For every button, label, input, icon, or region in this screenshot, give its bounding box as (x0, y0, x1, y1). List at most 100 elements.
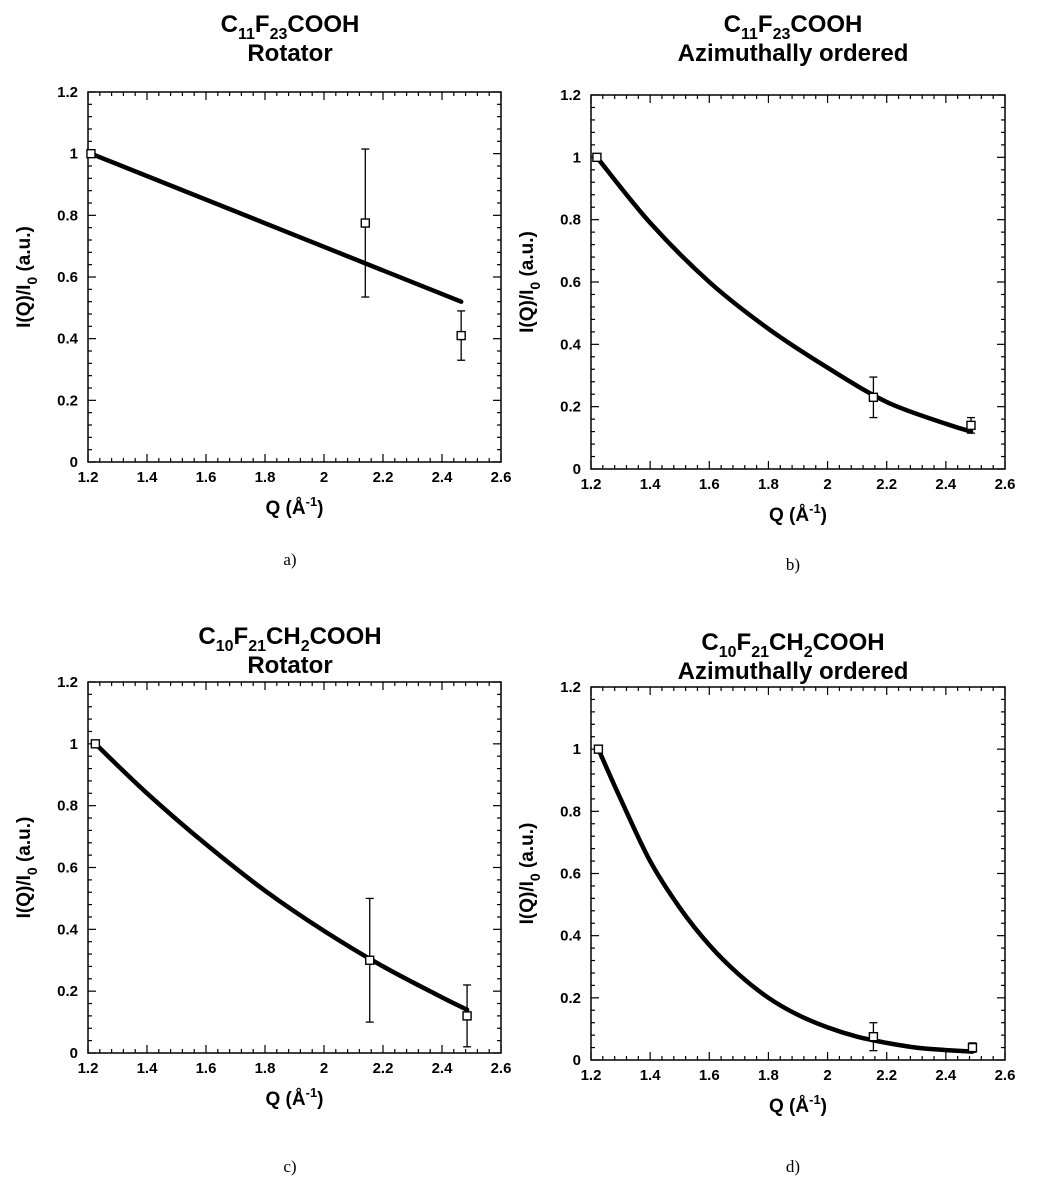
title-group: CH (769, 629, 804, 656)
y-tick-label: 1.2 (57, 84, 78, 101)
y-axis-subscript: 0 (527, 282, 543, 290)
y-tick-label: 0.6 (57, 269, 78, 286)
y-axis-unit: (a.u.) (14, 817, 35, 868)
panel-caption: a) (283, 550, 296, 569)
x-axis-paren: ) (317, 498, 323, 519)
y-axis-label: I(Q)/I0 (a.u.) (14, 226, 40, 328)
title-tail: COOH (310, 623, 382, 650)
x-axis-paren: ) (821, 1096, 827, 1117)
title-subscript: 10 (719, 644, 737, 661)
chart-subtitle: Azimuthally ordered (678, 40, 909, 67)
plot-frame (590, 94, 1006, 470)
y-tick-label: 0.6 (560, 274, 581, 291)
title-subscript: 21 (751, 644, 769, 661)
x-tick-label: 2.4 (432, 469, 454, 486)
x-tick-label: 1.4 (640, 1067, 662, 1084)
x-axis-unit-exponent: -1 (809, 501, 821, 516)
y-axis-label: I(Q)/I0 (a.u.) (517, 823, 543, 925)
y-tick-label: 0.8 (560, 212, 581, 229)
x-tick-label: 2 (320, 469, 328, 486)
title-carbon: C (221, 11, 238, 38)
y-axis-quantity: I(Q)/I (517, 881, 538, 924)
y-tick-label: 0 (70, 1045, 78, 1062)
y-axis-unit: (a.u.) (517, 823, 538, 874)
title-tail: COOH (287, 11, 359, 38)
x-axis-unit: Å (292, 498, 306, 519)
x-tick-label: 1.6 (699, 476, 720, 493)
x-tick-label: 1.2 (581, 476, 602, 493)
x-axis-unit-exponent: -1 (306, 494, 318, 509)
y-axis-quantity: I(Q)/I (517, 290, 538, 333)
x-tick-label: 1.8 (758, 1067, 779, 1084)
y-tick-label: 1.2 (560, 87, 581, 104)
title-group: CH (266, 623, 301, 650)
x-axis-paren: ( (280, 498, 292, 519)
fit-curve (93, 741, 470, 1012)
title-subscript: 21 (248, 638, 266, 655)
x-tick-label: 1.6 (699, 1067, 720, 1084)
data-point (365, 955, 375, 965)
y-tick-label: 1 (573, 741, 581, 758)
x-axis-unit: Å (292, 1089, 306, 1110)
fit-curve (596, 746, 975, 1054)
y-tick-label: 0.6 (560, 866, 581, 883)
data-point (868, 1031, 879, 1042)
x-axis-paren: ( (280, 1089, 292, 1110)
title-fluorine: F (737, 629, 752, 656)
x-tick-label: 1.2 (78, 1060, 99, 1077)
data-point (90, 739, 101, 749)
data-point (868, 392, 879, 403)
chart-title: C10F21CH2COOH (701, 629, 884, 661)
y-tick-label: 0 (70, 454, 78, 471)
y-tick-label: 0 (573, 1052, 581, 1069)
x-tick-label: 1.2 (581, 1067, 602, 1084)
x-tick-label: 2.4 (432, 1060, 454, 1077)
title-tail: COOH (813, 629, 885, 656)
title-subscript: 2 (804, 644, 813, 661)
x-axis-label: Q (Å-1) (265, 1085, 323, 1110)
x-tick-label: 1.8 (255, 469, 276, 486)
y-axis-subscript: 0 (527, 873, 543, 881)
x-tick-label: 2.6 (491, 1060, 512, 1077)
x-axis-label: Q (Å-1) (769, 1092, 827, 1117)
title-subscript: 10 (216, 638, 234, 655)
x-tick-label: 2.2 (876, 1067, 897, 1084)
title-subscript: 23 (270, 26, 288, 43)
x-tick-label: 1.8 (758, 476, 779, 493)
x-axis-paren: ( (784, 1096, 796, 1117)
x-tick-label: 2.2 (876, 476, 897, 493)
x-tick-label: 1.4 (137, 469, 159, 486)
panel-caption: b) (786, 555, 800, 574)
panel-caption: c) (283, 1157, 296, 1176)
y-tick-label: 1 (70, 736, 78, 753)
y-axis-label: I(Q)/I0 (a.u.) (14, 817, 40, 919)
x-axis-quantity: Q (769, 505, 784, 526)
y-tick-label: 0.4 (560, 928, 582, 945)
y-tick-label: 1.2 (57, 674, 78, 691)
y-axis-quantity: I(Q)/I (14, 285, 35, 328)
chart-subtitle: Rotator (247, 652, 332, 679)
y-axis-subscript: 0 (24, 867, 40, 875)
x-tick-label: 1.2 (78, 469, 99, 486)
x-tick-label: 2.4 (935, 1067, 957, 1084)
y-axis-label: I(Q)/I0 (a.u.) (517, 231, 543, 333)
x-axis-unit-exponent: -1 (306, 1085, 318, 1100)
y-tick-label: 0.8 (57, 207, 78, 224)
x-tick-label: 1.6 (196, 1060, 217, 1077)
title-carbon: C (701, 629, 718, 656)
title-subscript: 11 (238, 26, 255, 43)
y-axis-unit: (a.u.) (14, 226, 35, 277)
x-tick-label: 2.6 (995, 1067, 1016, 1084)
x-tick-label: 1.4 (137, 1060, 159, 1077)
data-point (592, 152, 602, 163)
y-tick-label: 0.4 (57, 921, 79, 938)
y-axis-subscript: 0 (24, 277, 40, 285)
x-tick-label: 1.6 (196, 469, 217, 486)
panel-caption: d) (786, 1157, 800, 1176)
chart-title: C10F21CH2COOH (198, 623, 381, 655)
x-tick-label: 2.2 (373, 469, 394, 486)
chart-subtitle: Azimuthally ordered (678, 658, 909, 685)
data-point (456, 330, 466, 341)
